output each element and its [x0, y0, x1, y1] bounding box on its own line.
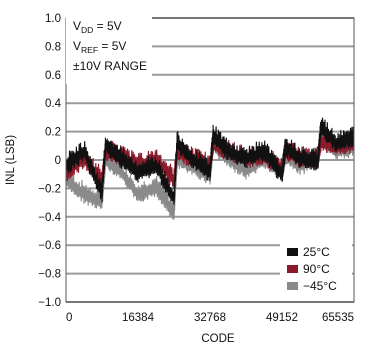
y-tick-label: −1.0: [38, 297, 61, 309]
y-tick-label: −0.2: [38, 183, 61, 195]
y-tick-label: 1.0: [45, 13, 61, 25]
tick-labels: −1.0 −0.8 −0.6 −0.4 −0.2 0 0.2 0.4 0.6 0.8 1.0 0 163…: [38, 13, 354, 324]
y-tick-label: −0.6: [38, 240, 61, 252]
note-vref: VREF = 5V: [73, 39, 126, 55]
plot-border: [65, 17, 355, 303]
y-tick-label: 0: [55, 155, 61, 167]
y-tick-label: 0.6: [45, 70, 61, 82]
y-tick-label: 0.2: [45, 127, 61, 139]
x-tick-label: 16384: [122, 312, 155, 324]
x-axis-title: CODE: [201, 333, 235, 344]
legend-label-2: −45°C: [303, 279, 337, 293]
y-axis-title: INL (LSB): [5, 135, 17, 185]
legend-label-1: 90°C: [303, 262, 330, 276]
legend-swatch-0: [287, 248, 298, 256]
plot-frame: [65, 17, 355, 303]
legend-label-0: 25°C: [303, 245, 330, 259]
note-vdd: VDD = 5V: [73, 19, 122, 35]
legend-swatch-2: [287, 282, 298, 290]
y-tick-label: 0.4: [45, 98, 62, 110]
traces: [65, 117, 355, 220]
x-tick-label: 49152: [266, 312, 298, 324]
note-range: ±10V RANGE: [73, 59, 147, 73]
y-tick-label: −0.4: [38, 212, 61, 224]
conditions-box: [66, 14, 152, 84]
series-line-0: [65, 117, 355, 205]
x-tick-label: 32768: [194, 312, 226, 324]
y-tick-label: 0.8: [45, 41, 61, 53]
legend: 25°C 90°C −45°C: [280, 240, 352, 296]
y-tick-label: −0.8: [38, 269, 61, 281]
legend-swatch-1: [287, 265, 298, 273]
x-tick-label: 0: [66, 312, 72, 324]
x-tick-label: 65535: [322, 312, 354, 324]
